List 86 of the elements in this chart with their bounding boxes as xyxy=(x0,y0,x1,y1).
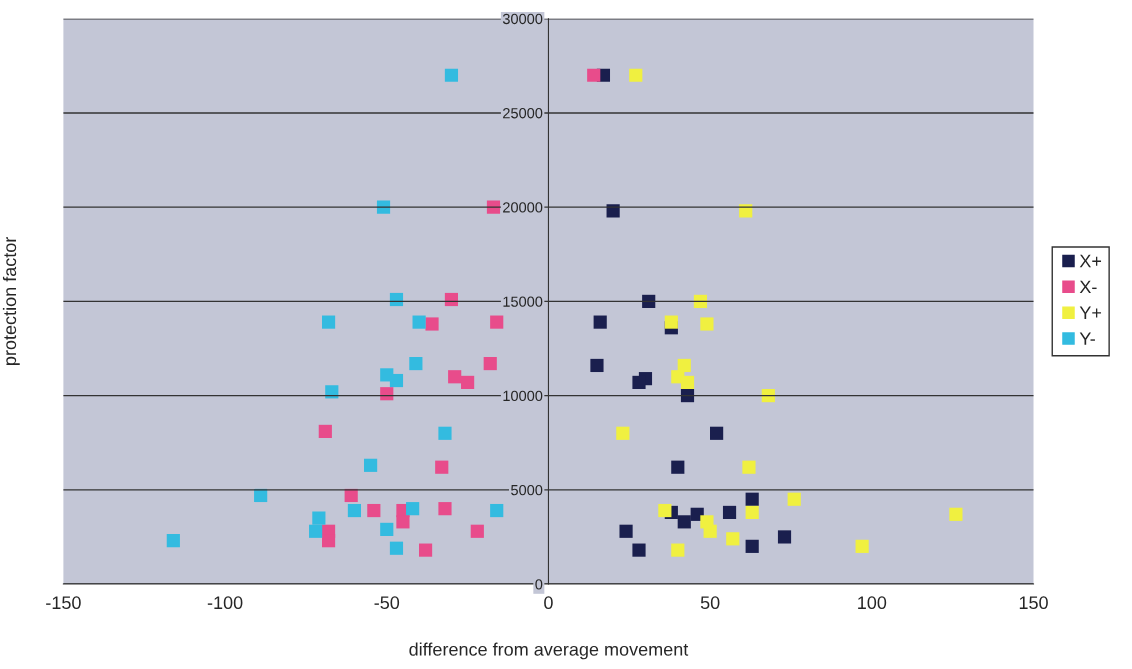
point xyxy=(761,389,775,403)
point xyxy=(606,204,620,218)
x-tick-label: -150 xyxy=(46,596,81,610)
point xyxy=(325,385,339,399)
x-axis-title: difference from average movement xyxy=(409,642,689,660)
point xyxy=(664,315,678,329)
point xyxy=(490,315,504,329)
point xyxy=(710,426,724,440)
point xyxy=(680,389,695,403)
point xyxy=(406,502,420,516)
point xyxy=(435,460,449,474)
point xyxy=(619,524,633,538)
point xyxy=(593,315,607,329)
y-tick-label: 20000 xyxy=(503,202,543,213)
legend-label: X+ xyxy=(1079,254,1102,268)
point xyxy=(616,426,630,440)
y-axis-title: protection factor xyxy=(2,236,20,365)
point xyxy=(321,534,336,548)
point xyxy=(777,530,792,544)
point xyxy=(787,492,801,506)
point xyxy=(658,503,672,518)
point xyxy=(671,543,685,557)
y-tick-label: 25000 xyxy=(503,108,543,119)
point xyxy=(745,505,759,520)
point xyxy=(745,539,759,553)
point xyxy=(321,315,336,329)
point xyxy=(703,524,717,538)
point xyxy=(389,541,404,555)
point xyxy=(425,317,439,331)
point xyxy=(309,524,323,538)
legend-label: Y- xyxy=(1079,332,1095,345)
point xyxy=(700,317,714,331)
point xyxy=(490,503,504,518)
point xyxy=(629,68,643,82)
point xyxy=(642,294,656,308)
x-tick-label: 100 xyxy=(858,596,887,610)
legend-label: Y+ xyxy=(1079,306,1102,319)
y-tick-label: 10000 xyxy=(503,390,543,402)
point xyxy=(444,292,459,307)
point xyxy=(367,503,381,518)
x-tick-label: 0 xyxy=(544,596,553,610)
point xyxy=(389,292,404,307)
point xyxy=(438,502,452,516)
x-tick-label: -100 xyxy=(207,596,243,610)
point xyxy=(380,522,394,536)
point xyxy=(312,511,326,525)
y-tick-label: 5000 xyxy=(511,484,543,496)
point xyxy=(855,539,869,553)
y-tick-label: 0 xyxy=(535,579,543,590)
point xyxy=(742,460,756,474)
point xyxy=(389,373,404,388)
point xyxy=(632,543,646,557)
point xyxy=(632,375,646,389)
point xyxy=(590,358,604,373)
point xyxy=(380,387,394,401)
point xyxy=(470,524,484,538)
x-tick-label: 150 xyxy=(1019,596,1048,610)
y-tick-label: 15000 xyxy=(503,296,543,307)
point xyxy=(483,356,497,371)
point xyxy=(677,515,691,529)
point xyxy=(364,458,378,472)
point xyxy=(318,424,332,438)
point xyxy=(745,492,759,506)
point xyxy=(418,543,433,557)
point xyxy=(739,204,753,218)
point xyxy=(949,507,963,521)
point xyxy=(412,315,426,329)
x-tick-label: -50 xyxy=(374,596,400,610)
point xyxy=(722,505,737,520)
point xyxy=(438,426,452,440)
point xyxy=(680,375,695,389)
y-tick-label: 30000 xyxy=(502,13,543,25)
point xyxy=(671,460,685,474)
legend-label: X- xyxy=(1079,280,1097,294)
point xyxy=(166,534,180,548)
point xyxy=(409,356,423,371)
point xyxy=(677,358,691,373)
point xyxy=(396,515,410,529)
x-tick-label: 50 xyxy=(700,596,720,610)
point xyxy=(587,68,601,82)
point xyxy=(726,532,740,546)
point xyxy=(461,375,475,389)
point xyxy=(444,68,459,82)
point xyxy=(347,503,362,518)
point xyxy=(693,294,708,308)
point xyxy=(448,370,462,384)
